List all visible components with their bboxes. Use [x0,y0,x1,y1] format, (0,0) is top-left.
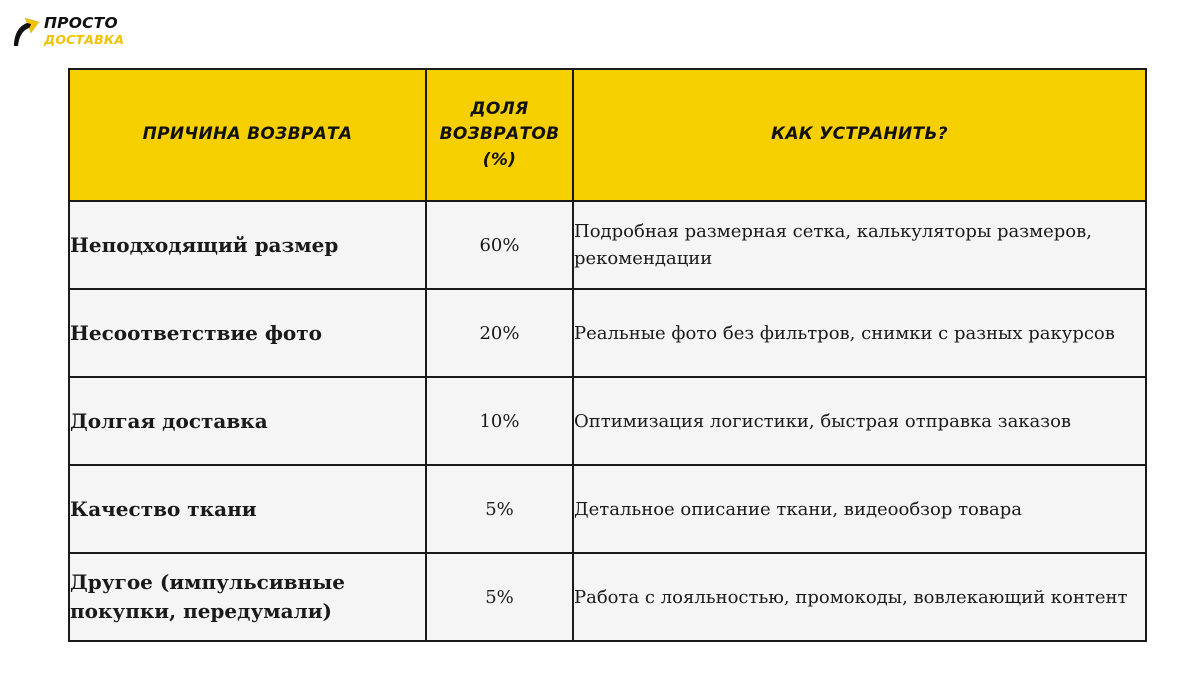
reason-cell: Другое (импульсивные покупки, передумали… [68,552,427,642]
header-share: Доля возвратов (%) [425,68,574,202]
arrow-logo-icon [14,18,39,46]
share-cell: 5% [425,464,574,554]
reason-cell: Несоответствие фото [68,288,427,378]
share-cell: 20% [425,288,574,378]
reason-cell: Неподходящий размер [68,200,427,290]
brand-name-line2: ДОСТАВКА [44,31,125,47]
reason-cell: Качество ткани [68,464,427,554]
share-cell: 5% [425,552,574,642]
share-cell: 10% [425,376,574,466]
fix-cell: Оптимизация логистики, быстрая отправка … [572,376,1147,466]
table-row: Долгая доставка 10% Оптимизация логистик… [68,376,1147,466]
returns-table: Причина возврата Доля возвратов (%) Как … [68,68,1147,642]
fix-cell: Работа с лояльностью, промокоды, вовлека… [572,552,1147,642]
brand-logo: ПРОСТО ДОСТАВКА [10,13,124,49]
share-cell: 60% [425,200,574,290]
table-row: Неподходящий размер 60% Подробная размер… [68,200,1147,290]
fix-cell: Подробная размерная сетка, калькуляторы … [572,200,1147,290]
header-reason: Причина возврата [68,68,427,202]
header-fix: Как устранить? [572,68,1147,202]
table-row: Качество ткани 5% Детальное описание тка… [68,464,1147,554]
table-header-row: Причина возврата Доля возвратов (%) Как … [68,68,1147,202]
reason-cell: Долгая доставка [68,376,427,466]
fix-cell: Детальное описание ткани, видеообзор тов… [572,464,1147,554]
table-row: Несоответствие фото 20% Реальные фото бе… [68,288,1147,378]
table-row: Другое (импульсивные покупки, передумали… [68,552,1147,642]
brand-name-line1: ПРОСТО [44,14,118,32]
fix-cell: Реальные фото без фильтров, снимки с раз… [572,288,1147,378]
